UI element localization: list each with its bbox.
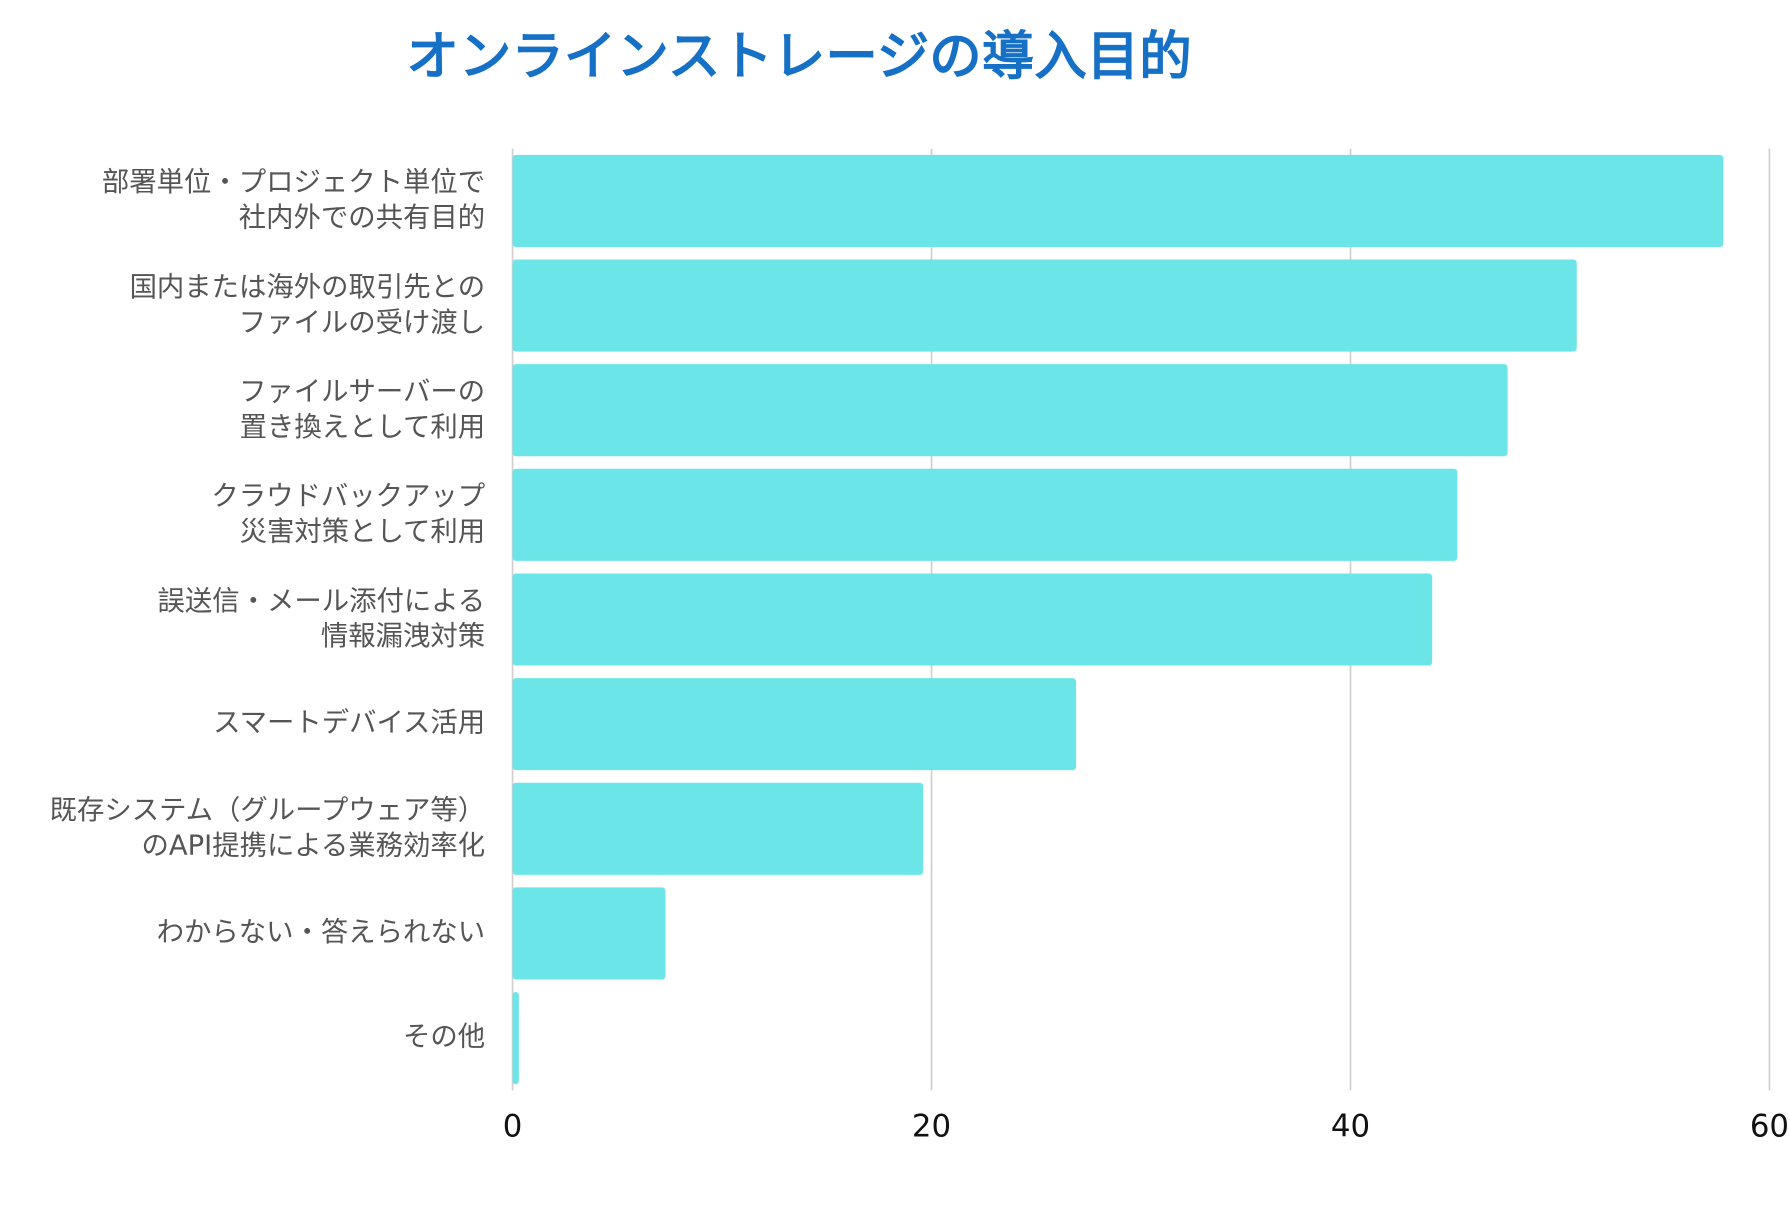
- bar: [512, 887, 666, 980]
- bar: [512, 468, 1458, 561]
- x-tick-label: 60: [1750, 1109, 1789, 1145]
- y-tick-label: 国内または海外の取引先とのファイルの受け渡し: [130, 271, 486, 337]
- y-tick-label: スマートデバイス活用: [213, 708, 485, 739]
- bar: [512, 678, 1077, 771]
- bar: [512, 259, 1577, 352]
- bar: [512, 573, 1433, 666]
- y-tick-label: 既存システム（グループウェア等）のAPI提携による業務効率化: [50, 795, 486, 861]
- y-tick-label: 部署単位・プロジェクト単位で社内外での共有目的: [102, 167, 485, 233]
- y-tick-label: 誤送信・メール添付による情報漏洩対策: [157, 585, 485, 651]
- y-tick-label: わからない・答えられない: [157, 917, 486, 948]
- y-tick-label: その他: [403, 1022, 485, 1053]
- chart-title: オンラインストレージの導入目的: [406, 26, 1191, 87]
- bar: [512, 782, 924, 875]
- x-tick-label: 20: [912, 1109, 951, 1145]
- y-tick-label: ファイルサーバーの置き換えとして利用: [239, 376, 485, 442]
- bar: [512, 154, 1724, 247]
- x-tick-label: 0: [503, 1109, 523, 1145]
- bar: [512, 992, 519, 1085]
- x-tick-label: 40: [1331, 1109, 1370, 1145]
- bar: [512, 364, 1508, 457]
- y-tick-label: クラウドバックアップ災害対策として利用: [211, 481, 485, 547]
